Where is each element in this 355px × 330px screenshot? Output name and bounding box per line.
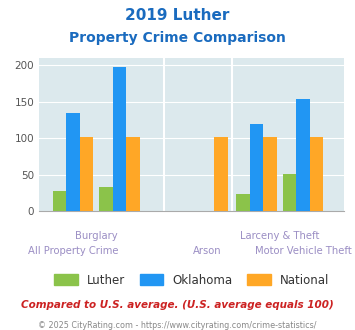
Bar [214,137,228,211]
Bar [80,137,93,211]
Legend: Luther, Oklahoma, National: Luther, Oklahoma, National [49,269,334,291]
Text: 2019 Luther: 2019 Luther [125,8,230,23]
Bar [283,174,296,211]
Text: Arson: Arson [193,246,222,256]
Text: Motor Vehicle Theft: Motor Vehicle Theft [255,246,351,256]
Text: Larceny & Theft: Larceny & Theft [240,231,320,241]
Text: Compared to U.S. average. (U.S. average equals 100): Compared to U.S. average. (U.S. average … [21,300,334,310]
Text: Property Crime Comparison: Property Crime Comparison [69,31,286,45]
Bar [66,113,80,211]
Text: Burglary: Burglary [75,231,118,241]
Bar [236,194,250,211]
Bar [250,124,263,211]
Bar [310,137,323,211]
Bar [99,187,113,211]
Text: © 2025 CityRating.com - https://www.cityrating.com/crime-statistics/: © 2025 CityRating.com - https://www.city… [38,321,317,330]
Bar [53,191,66,211]
Bar [296,99,310,211]
Bar [113,67,126,211]
Bar [263,137,277,211]
Bar [126,137,140,211]
Text: All Property Crime: All Property Crime [28,246,118,256]
